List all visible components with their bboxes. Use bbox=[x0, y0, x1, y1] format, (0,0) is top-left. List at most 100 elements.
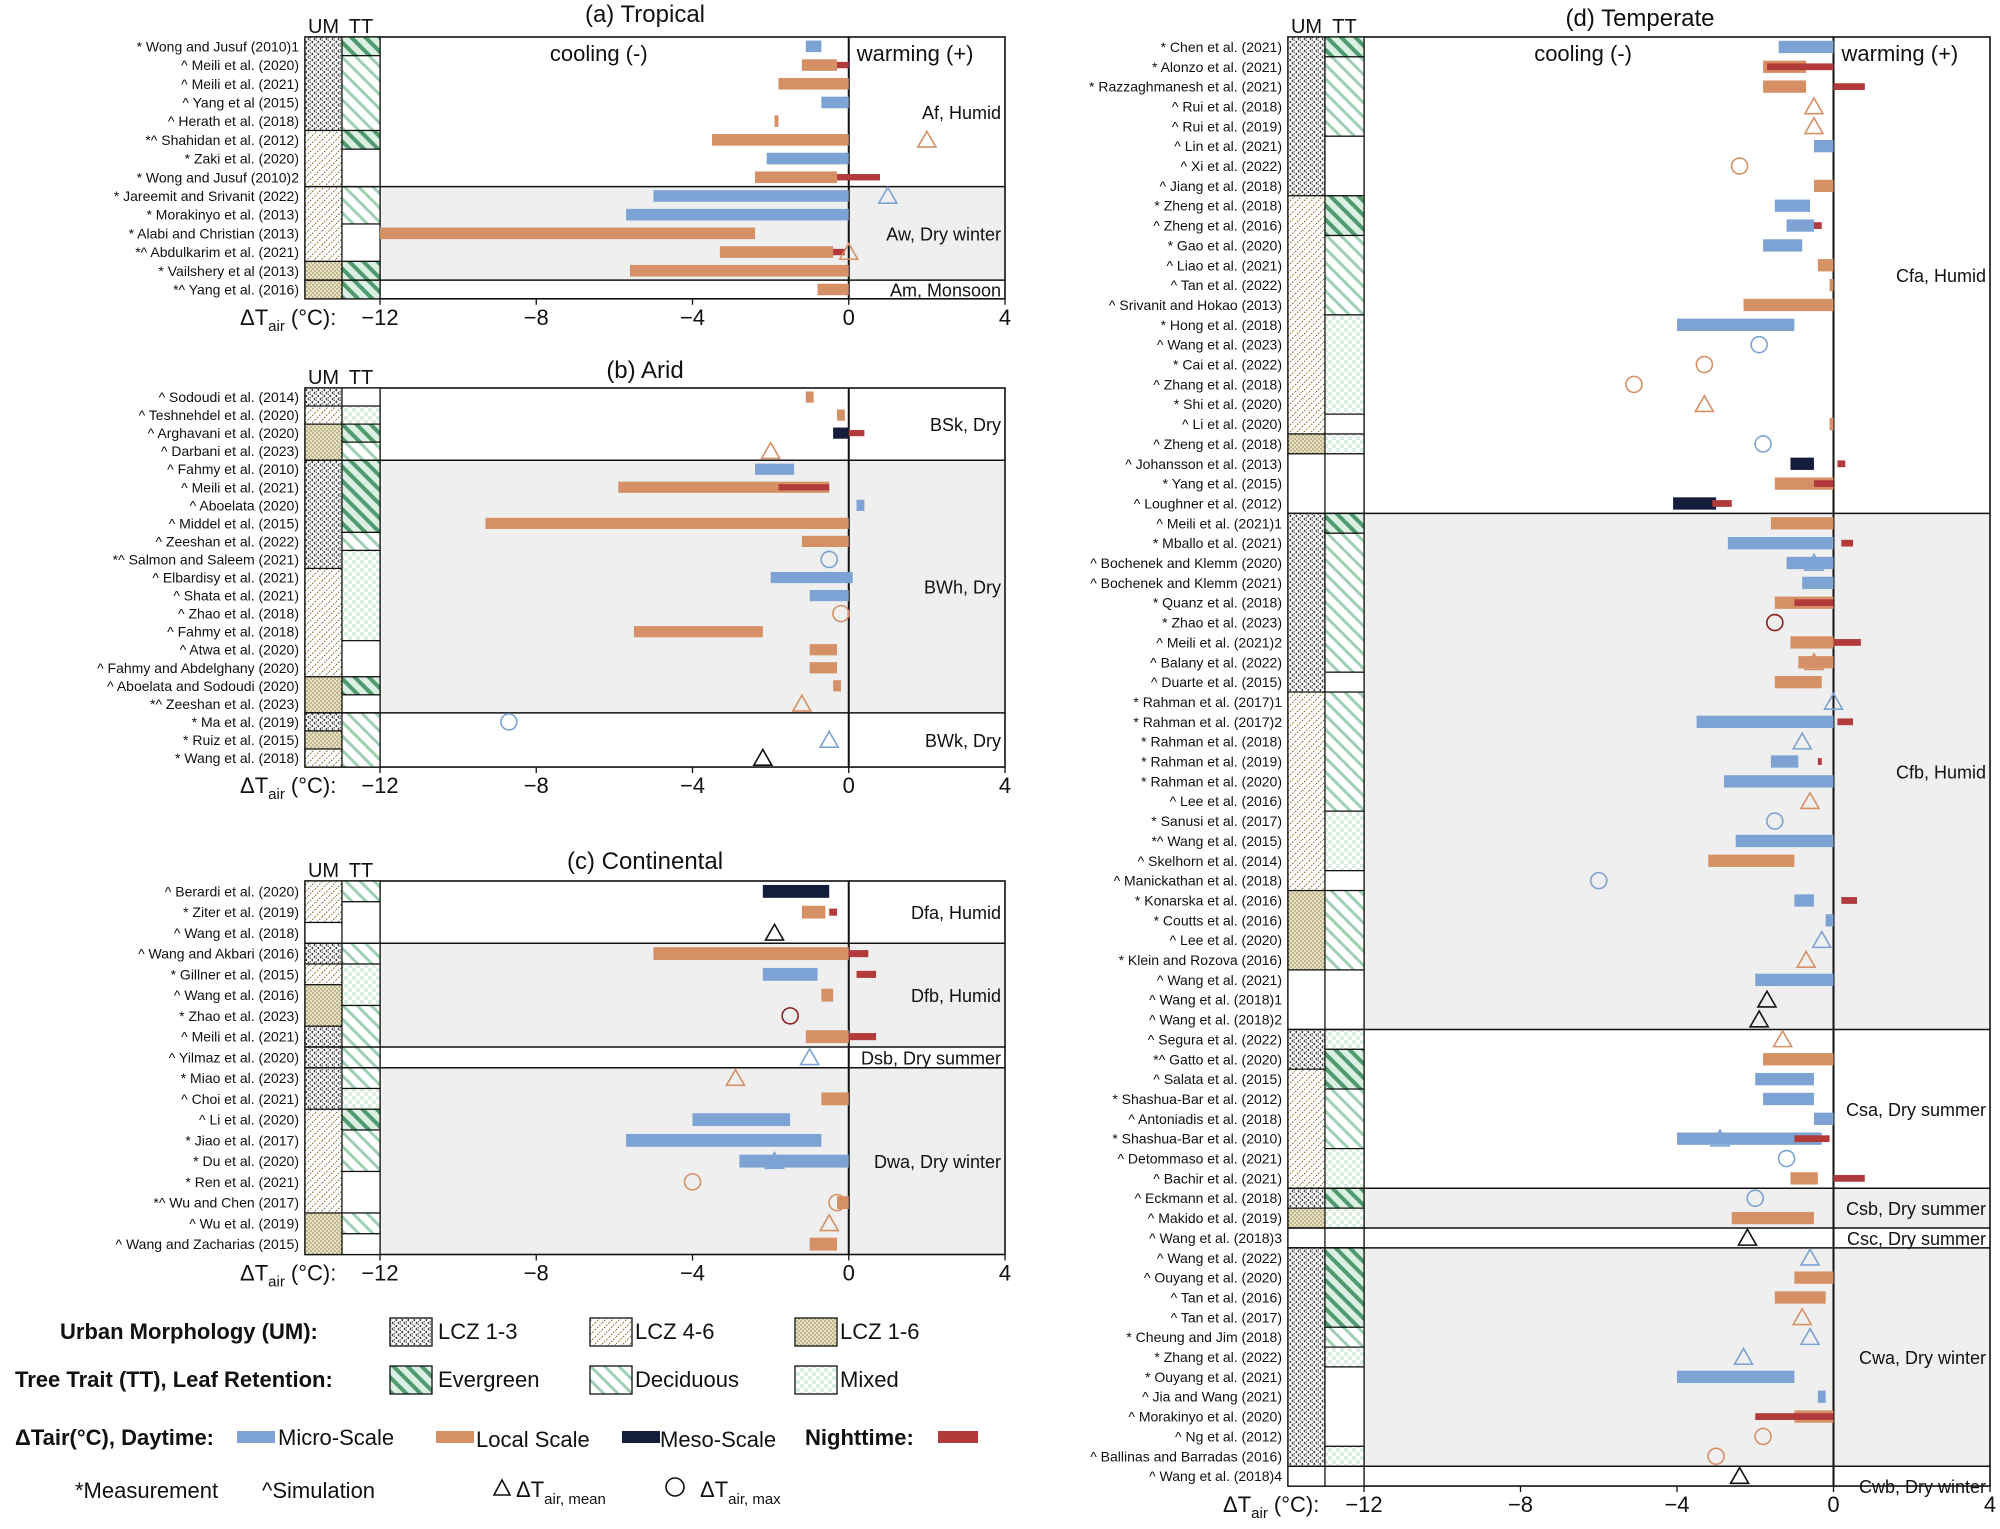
x-tick-label: 4 bbox=[999, 305, 1011, 330]
local-bar bbox=[1763, 80, 1807, 93]
local-bar bbox=[809, 1237, 838, 1251]
micro-bar bbox=[1802, 576, 1834, 590]
study-label: ^ Fahmy et al. (2018) bbox=[167, 624, 299, 640]
x-axis-label-main: ΔT bbox=[240, 773, 268, 798]
legend-lcz46-swatch bbox=[589, 1317, 633, 1347]
mean-triangle-marker bbox=[1811, 930, 1833, 949]
study-label: ^ Wang et al. (2018)3 bbox=[1149, 1230, 1282, 1246]
micro-bar bbox=[1677, 1370, 1795, 1384]
study-label: *^ Wu and Chen (2017) bbox=[153, 1195, 299, 1211]
study-label: ^ Eckmann et al. (2018) bbox=[1135, 1190, 1282, 1206]
legend-mean-main: ΔT bbox=[516, 1477, 544, 1502]
mean-triangle-marker bbox=[1748, 1009, 1770, 1028]
tt-cell bbox=[341, 531, 381, 552]
micro-bar bbox=[626, 208, 849, 221]
x-tick-label: −8 bbox=[524, 305, 549, 330]
study-label: * Zhang et al. (2022) bbox=[1154, 1349, 1282, 1365]
max-circle-marker bbox=[1754, 1427, 1772, 1446]
study-label: ^ Wang et al. (2016) bbox=[174, 987, 299, 1003]
x-axis-label-main: ΔT bbox=[240, 305, 268, 330]
tt-cell bbox=[1324, 453, 1365, 515]
um-cell bbox=[1287, 1028, 1326, 1070]
micro-bar bbox=[1813, 140, 1834, 153]
study-label: ^ Berardi et al. (2020) bbox=[165, 883, 299, 899]
tt-cell bbox=[1324, 234, 1365, 316]
x-tick-label: −12 bbox=[1345, 1492, 1382, 1517]
study-label: * Shashua-Bar et al. (2012) bbox=[1112, 1091, 1282, 1107]
mean-triangle-marker bbox=[764, 1150, 785, 1170]
panel-d: Cfa, Humid Cfb, Humid Csa, Dry summer Csb, … bbox=[1089, 5, 1996, 1522]
night-bar bbox=[1794, 1135, 1830, 1143]
legend-local-swatch bbox=[436, 1431, 474, 1443]
night-bar bbox=[1841, 897, 1857, 904]
study-label: ^ Ng et al. (2012) bbox=[1175, 1428, 1282, 1444]
um-cell bbox=[304, 459, 343, 570]
tt-cell bbox=[341, 387, 381, 407]
mean-triangle-marker bbox=[1729, 1465, 1750, 1485]
local-bar bbox=[821, 1092, 849, 1106]
study-label: * Rahman et al. (2019) bbox=[1141, 754, 1282, 770]
local-bar bbox=[1790, 1172, 1818, 1185]
legend-deciduous-label: Deciduous bbox=[635, 1367, 739, 1392]
local-bar bbox=[755, 171, 838, 184]
study-label: * Rahman et al. (2017)1 bbox=[1133, 694, 1282, 710]
mean-triangle-marker bbox=[1791, 1307, 1813, 1326]
night-bar bbox=[1837, 718, 1854, 726]
um-header: UM bbox=[308, 367, 339, 389]
study-label: * Sanusi et al. (2017) bbox=[1151, 813, 1282, 829]
um-cell bbox=[1287, 889, 1326, 971]
micro-bar bbox=[1696, 715, 1834, 728]
study-label: ^ Loughner et al. (2012) bbox=[1134, 495, 1282, 511]
um-cell bbox=[1287, 433, 1326, 455]
max-circle-marker bbox=[781, 1007, 799, 1025]
study-label: ^ Bochenek and Klemm (2021) bbox=[1090, 575, 1282, 591]
local-bar bbox=[805, 391, 814, 403]
tt-cell bbox=[1324, 1207, 1365, 1229]
tt-cell bbox=[341, 640, 381, 678]
tt-cell bbox=[1324, 1147, 1365, 1189]
study-label: * Ruiz et al. (2015) bbox=[183, 732, 299, 748]
tt-cell bbox=[341, 423, 381, 443]
study-label: ^ Duarte et al. (2015) bbox=[1151, 674, 1282, 690]
cooling-label: cooling (-) bbox=[550, 41, 648, 66]
study-label: ^ Zhao et al. (2018) bbox=[178, 606, 299, 622]
group-label: Csb, Dry summer bbox=[1846, 1199, 1986, 1219]
um-cell bbox=[1287, 1068, 1326, 1189]
study-label: ^ Lee et al. (2016) bbox=[1170, 793, 1282, 809]
um-cell bbox=[304, 748, 343, 768]
group-label: Aw, Dry winter bbox=[886, 224, 1001, 244]
study-label: * Zhao et al. (2023) bbox=[179, 1008, 299, 1024]
study-label: * Konarska et al. (2016) bbox=[1135, 892, 1282, 908]
study-label: ^ Johansson et al. (2013) bbox=[1125, 456, 1282, 472]
mean-triangle-marker bbox=[1799, 1247, 1821, 1266]
local-bar bbox=[801, 905, 826, 919]
x-axis-label-unit: (°C): bbox=[285, 305, 337, 330]
legend-deciduous-swatch bbox=[589, 1365, 633, 1395]
tt-cell bbox=[1324, 1366, 1365, 1447]
um-cell bbox=[304, 129, 343, 262]
study-label: * Du et al. (2020) bbox=[193, 1153, 299, 1169]
mean-triangle-marker bbox=[1694, 394, 1715, 413]
study-label: * Zaki et al. (2020) bbox=[185, 151, 299, 167]
tt-cell bbox=[341, 129, 381, 150]
um-cell bbox=[304, 712, 343, 732]
mean-triangle-marker bbox=[818, 729, 840, 748]
group-label: Csc, Dry summer bbox=[1847, 1229, 1986, 1249]
study-label: * Coutts et al. (2016) bbox=[1154, 912, 1282, 928]
legend: Urban Morphology (UM): LCZ 1-3 LCZ 4-6 L… bbox=[15, 1317, 978, 1508]
max-circle-marker bbox=[1746, 1189, 1765, 1208]
study-label: * Quanz et al. (2018) bbox=[1153, 595, 1282, 611]
x-tick-label: −4 bbox=[680, 773, 705, 798]
tt-cell bbox=[341, 712, 381, 768]
study-label: ^ Lin et al. (2021) bbox=[1174, 138, 1282, 154]
um-cell bbox=[304, 1212, 343, 1256]
micro-bar bbox=[1794, 894, 1814, 907]
max-circle-marker bbox=[1750, 335, 1768, 354]
legend-max-label: ΔTair, max bbox=[700, 1477, 781, 1508]
micro-bar bbox=[1778, 40, 1834, 54]
x-axis-label: ΔTair (°C): bbox=[1223, 1492, 1319, 1522]
micro-bar bbox=[1763, 239, 1803, 252]
legend-mixed-swatch bbox=[794, 1365, 838, 1395]
tt-cell bbox=[1324, 512, 1365, 534]
